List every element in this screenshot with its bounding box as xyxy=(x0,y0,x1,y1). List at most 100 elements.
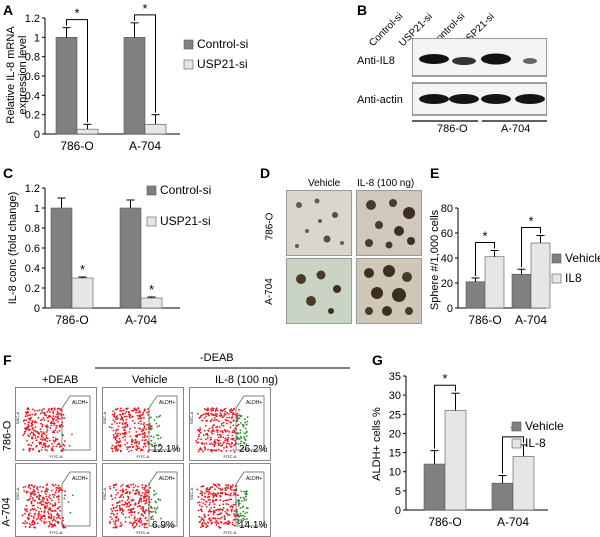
flow-dot xyxy=(44,413,47,416)
flow-dot xyxy=(150,435,153,438)
flow-dot xyxy=(229,444,231,446)
flow-dot xyxy=(230,510,233,513)
flow-dot xyxy=(200,510,203,513)
flow-dot xyxy=(42,486,45,489)
flow-dot xyxy=(142,429,145,432)
y-tick-label: 20 xyxy=(441,278,453,290)
flow-dot xyxy=(129,435,132,438)
flow-col-label: Vehicle xyxy=(132,374,168,386)
flow-dot xyxy=(57,495,60,497)
flow-dot xyxy=(63,417,66,419)
flow-dot xyxy=(46,498,49,501)
flow-dot xyxy=(26,522,28,524)
panel-letter-e: E xyxy=(430,165,440,181)
flow-dot xyxy=(245,498,248,501)
flow-dot xyxy=(43,520,46,523)
flow-dot xyxy=(129,504,132,506)
flow-dot xyxy=(109,485,111,488)
flow-dot xyxy=(50,525,53,528)
flow-dot xyxy=(138,500,140,503)
flow-dot xyxy=(116,504,119,507)
flow-dot xyxy=(109,522,111,525)
flow-dot xyxy=(204,429,206,432)
flow-dot xyxy=(212,494,215,497)
flow-dot xyxy=(233,503,235,506)
flow-dot xyxy=(116,439,118,442)
flow-dot xyxy=(40,419,42,422)
flow-dot xyxy=(143,488,146,491)
flow-dot xyxy=(36,486,39,488)
flow-dot xyxy=(52,412,55,415)
flow-dot xyxy=(225,442,228,445)
flow-dot xyxy=(111,518,113,520)
flow-dot xyxy=(241,506,244,509)
flow-dot xyxy=(147,450,150,453)
flow-dot xyxy=(55,426,58,429)
flow-dot xyxy=(151,427,153,430)
bar xyxy=(465,281,486,309)
flow-dot xyxy=(138,492,140,494)
flow-dot xyxy=(242,510,245,513)
flow-col-label: +DEAB xyxy=(42,374,79,386)
flow-dot xyxy=(231,523,234,526)
flow-dot xyxy=(115,442,118,444)
flow-dot xyxy=(118,506,121,508)
flow-dot xyxy=(108,426,111,428)
flow-dot xyxy=(215,498,218,501)
flow-dot xyxy=(37,512,40,515)
flow-dot xyxy=(31,436,33,439)
flow-dot xyxy=(46,426,49,429)
legend-label: IL8 xyxy=(565,271,582,285)
flow-dot xyxy=(227,436,230,439)
flow-dot xyxy=(114,509,117,512)
flow-dot xyxy=(143,524,146,526)
flow-dot xyxy=(52,445,55,448)
flow-dot xyxy=(199,426,202,429)
flow-dot xyxy=(226,439,229,442)
flow-dot xyxy=(57,516,60,518)
flow-dot xyxy=(204,424,207,427)
flow-dot xyxy=(115,448,118,451)
flow-dot xyxy=(134,484,137,487)
flow-dot xyxy=(229,426,232,429)
flow-dot xyxy=(126,407,129,410)
flow-dot xyxy=(151,511,154,513)
flow-dot xyxy=(117,519,120,522)
significance-bracket xyxy=(134,14,156,113)
flow-dot xyxy=(31,523,34,526)
y-tick-label: 15 xyxy=(389,448,401,460)
flow-dot xyxy=(37,491,40,494)
flow-dot xyxy=(42,436,45,439)
flow-dot xyxy=(200,526,202,529)
flow-dot xyxy=(42,500,45,503)
legend-label: USP21-si xyxy=(197,57,248,71)
flow-dot xyxy=(207,514,210,516)
y-axis-label: expression level xyxy=(17,36,29,115)
flow-dot xyxy=(220,521,223,524)
flow-dot xyxy=(134,439,137,442)
flow-dot xyxy=(31,420,34,422)
category-label: A-704 xyxy=(129,139,161,153)
flow-dot xyxy=(41,411,44,414)
flow-dot xyxy=(27,444,30,446)
flow-dot xyxy=(134,525,137,528)
flow-dot xyxy=(119,433,122,436)
flow-dot xyxy=(233,489,236,491)
flow-dot xyxy=(229,421,232,424)
flow-group-line xyxy=(95,367,350,369)
flow-dot xyxy=(129,509,132,512)
flow-dot xyxy=(128,505,130,508)
flow-dot xyxy=(129,511,132,514)
flow-dot xyxy=(115,519,117,522)
flow-dot xyxy=(36,522,39,525)
flow-dot xyxy=(110,426,113,429)
bar xyxy=(491,482,514,511)
y-tick-label: 0.8 xyxy=(25,52,40,64)
flow-dot xyxy=(152,436,155,439)
flow-dot xyxy=(144,492,147,494)
flow-dot xyxy=(46,502,48,505)
flow-dot xyxy=(208,491,211,494)
flow-dot xyxy=(47,445,49,448)
y-tick-label: 1.2 xyxy=(25,13,40,25)
